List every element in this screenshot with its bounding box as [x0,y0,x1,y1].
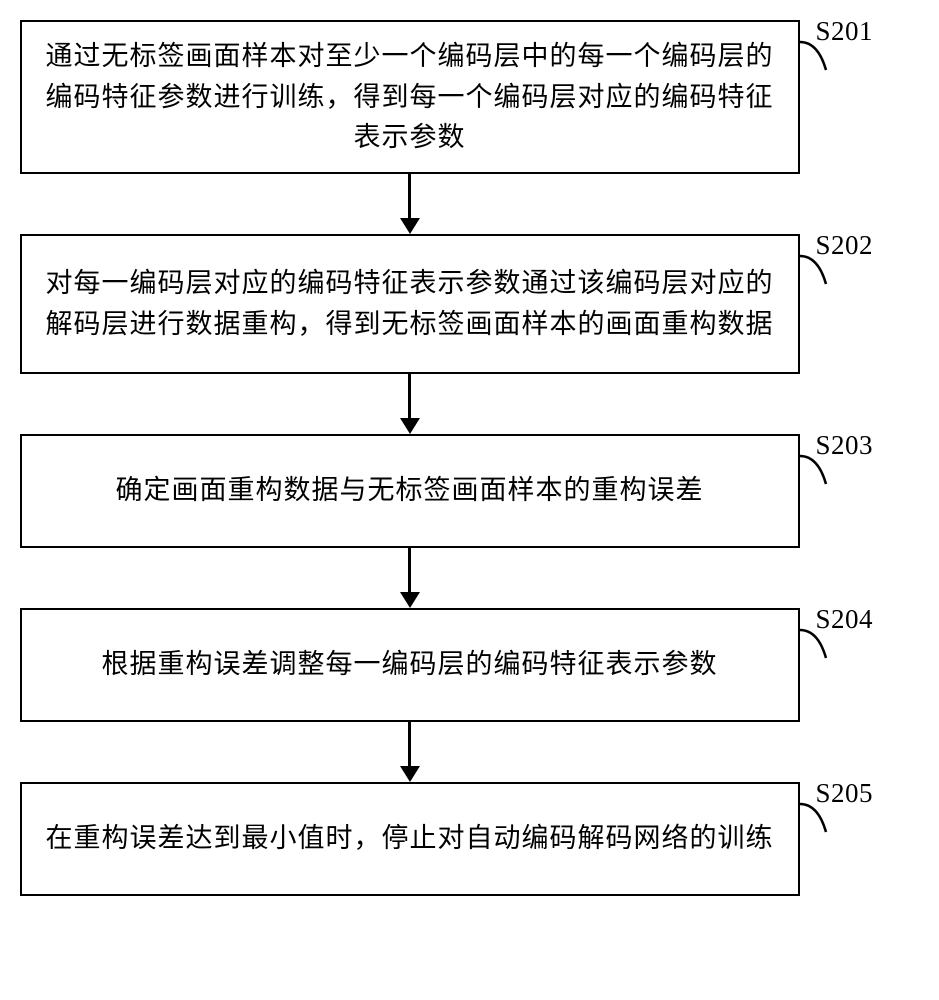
flow-step-text: 在重构误差达到最小值时，停止对自动编码解码网络的训练 [46,818,774,859]
flow-step-box: 根据重构误差调整每一编码层的编码特征表示参数 [20,608,800,722]
flow-step-text: 通过无标签画面样本对至少一个编码层中的每一个编码层的编码特征参数进行训练，得到每… [44,36,776,158]
arrow-shaft [408,174,411,218]
flow-step-box: 通过无标签画面样本对至少一个编码层中的每一个编码层的编码特征参数进行训练，得到每… [20,20,800,174]
flow-step-label: S204 [816,604,874,635]
flow-step-text: 根据重构误差调整每一编码层的编码特征表示参数 [102,644,718,685]
flow-step-text: 对每一编码层对应的编码特征表示参数通过该编码层对应的解码层进行数据重构，得到无标… [44,263,776,344]
flow-step-box: 确定画面重构数据与无标签画面样本的重构误差 [20,434,800,548]
arrow-head-icon [400,592,420,608]
arrow-shaft [408,548,411,592]
flow-step-label: S205 [816,778,874,809]
arrow-shaft [408,374,411,418]
arrow-head-icon [400,418,420,434]
arrow-head-icon [400,218,420,234]
arrow-shaft [408,722,411,766]
arrow-head-icon [400,766,420,782]
flow-step-label: S203 [816,430,874,461]
flow-step-box: 在重构误差达到最小值时，停止对自动编码解码网络的训练 [20,782,800,896]
flow-step-box: 对每一编码层对应的编码特征表示参数通过该编码层对应的解码层进行数据重构，得到无标… [20,234,800,374]
flow-step-text: 确定画面重构数据与无标签画面样本的重构误差 [116,470,704,511]
flow-step-label: S201 [816,16,874,47]
flow-step-label: S202 [816,230,874,261]
